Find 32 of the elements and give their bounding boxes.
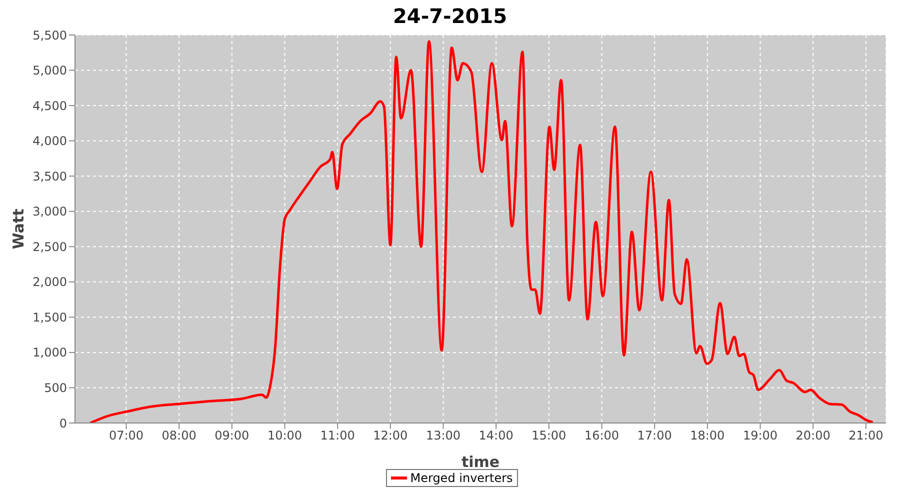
x-tick-label: 11:00 xyxy=(320,428,355,443)
x-tick-label: 13:00 xyxy=(426,428,461,443)
y-tick-label: 2,500 xyxy=(32,240,67,254)
x-tick-label: 09:00 xyxy=(214,428,250,443)
x-tick-label: 20:00 xyxy=(796,428,830,443)
x-tick-label: 19:00 xyxy=(742,428,778,443)
y-tick-label: 2,000 xyxy=(32,275,67,290)
y-tick-label: 4,000 xyxy=(32,134,67,148)
x-tick-label: 16:00 xyxy=(584,428,620,443)
y-axis-title: Watt xyxy=(9,208,28,250)
x-tick-label: 18:00 xyxy=(690,428,725,443)
y-tick-label: 3,500 xyxy=(32,169,67,184)
y-tick-label: 5,000 xyxy=(32,64,67,78)
legend-label: Merged inverters xyxy=(409,471,513,485)
x-tick-label: 17:00 xyxy=(637,428,672,443)
x-tick-label: 07:00 xyxy=(108,428,144,443)
x-tick-label: 15:00 xyxy=(532,428,566,443)
chart-title: 24-7-2015 xyxy=(392,4,508,28)
y-tick-label: 500 xyxy=(44,380,67,395)
y-tick-label: 5,500 xyxy=(32,28,67,42)
x-axis-title: time xyxy=(461,453,500,471)
line-series xyxy=(89,40,874,423)
y-tick-label: 1,500 xyxy=(32,310,67,324)
x-tick-label: 21:00 xyxy=(848,428,884,443)
y-tick-label: 1,000 xyxy=(32,346,67,360)
y-tick-label: 3,000 xyxy=(32,204,67,219)
x-tick-label: 08:00 xyxy=(162,428,196,443)
x-tick-label: 10:00 xyxy=(267,428,302,443)
x-tick-label: 12:00 xyxy=(373,428,408,443)
y-tick-label: 0 xyxy=(59,416,67,430)
y-tick-label: 4,500 xyxy=(32,98,67,113)
x-tick-label: 14:00 xyxy=(478,428,514,443)
